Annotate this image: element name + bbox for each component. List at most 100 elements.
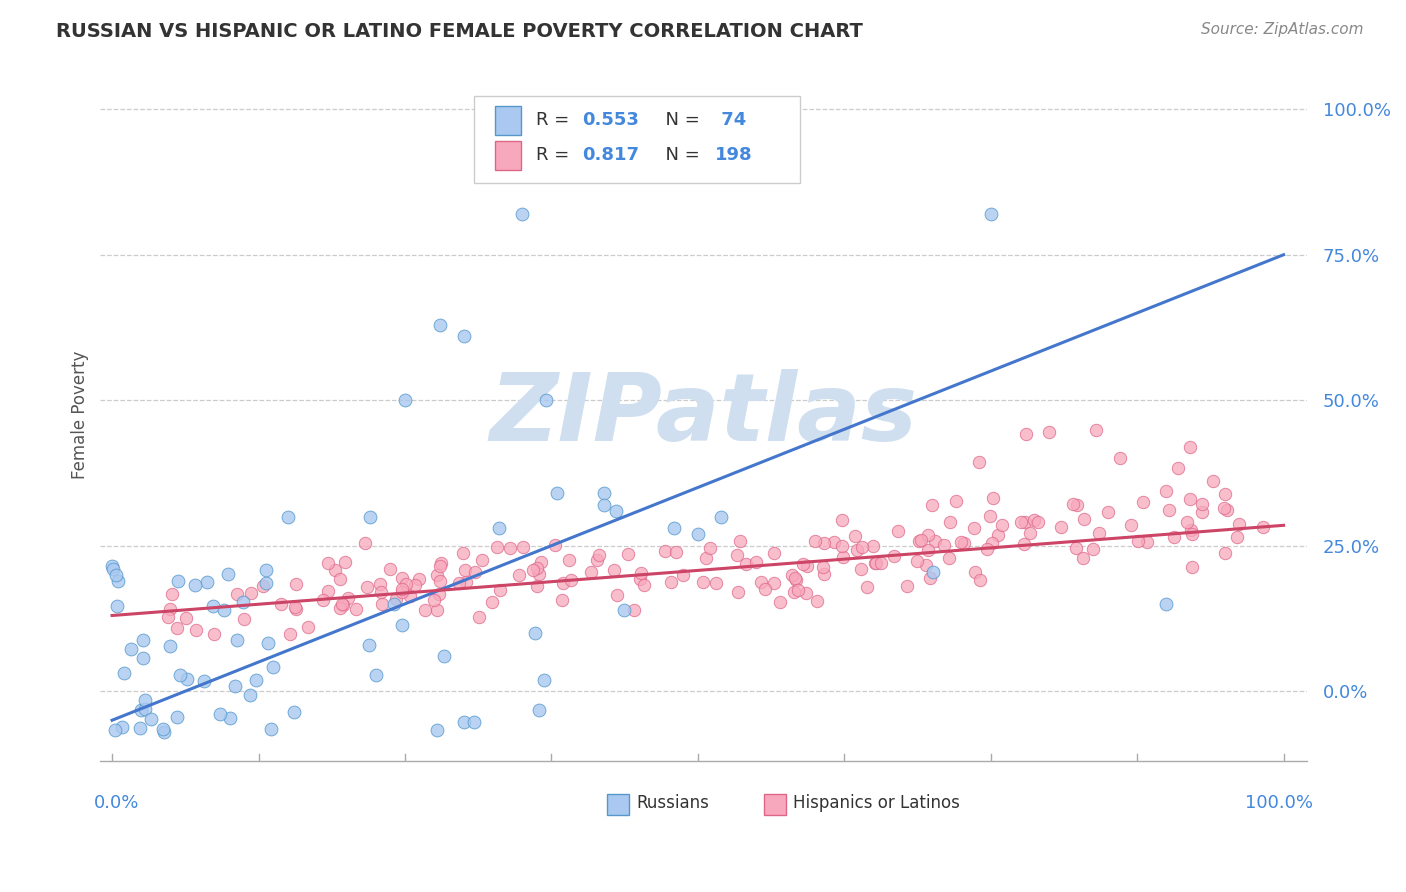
- Point: [1050, 520, 1073, 534]
- Point: [134, 702, 156, 716]
- Point: [120, 642, 142, 657]
- Point: [921, 565, 943, 579]
- Point: [329, 600, 352, 615]
- Point: [1181, 560, 1204, 574]
- Point: [1022, 513, 1045, 527]
- Point: [534, 393, 557, 408]
- Point: [111, 720, 134, 734]
- Point: [1132, 495, 1154, 509]
- Point: [204, 627, 226, 641]
- Point: [768, 595, 790, 609]
- Point: [967, 455, 990, 469]
- Point: [262, 660, 284, 674]
- Point: [218, 710, 240, 724]
- Point: [391, 571, 413, 585]
- Point: [1226, 530, 1249, 544]
- Point: [368, 576, 391, 591]
- Text: 0.0%: 0.0%: [94, 794, 139, 812]
- Text: N =: N =: [654, 146, 706, 164]
- Point: [332, 598, 354, 612]
- FancyBboxPatch shape: [474, 96, 800, 183]
- Point: [160, 587, 183, 601]
- Point: [856, 580, 879, 594]
- Point: [104, 568, 127, 582]
- Point: [617, 547, 640, 561]
- Point: [384, 591, 406, 606]
- Point: [184, 577, 207, 591]
- Point: [357, 638, 380, 652]
- Point: [754, 582, 776, 596]
- Point: [426, 567, 449, 582]
- Point: [560, 573, 582, 587]
- Point: [105, 599, 128, 613]
- Point: [813, 536, 835, 550]
- Point: [980, 207, 1002, 221]
- Point: [522, 563, 544, 577]
- Point: [551, 592, 574, 607]
- Text: RUSSIAN VS HISPANIC OR LATINO FEMALE POVERTY CORRELATION CHART: RUSSIAN VS HISPANIC OR LATINO FEMALE POV…: [56, 22, 863, 41]
- Point: [665, 545, 688, 559]
- Point: [862, 540, 884, 554]
- Point: [1026, 515, 1049, 529]
- Point: [433, 648, 456, 663]
- Point: [976, 542, 998, 557]
- Text: Russians: Russians: [636, 794, 709, 812]
- Point: [104, 723, 127, 738]
- Point: [128, 721, 150, 735]
- Point: [831, 539, 853, 553]
- Point: [664, 521, 686, 535]
- Point: [232, 595, 254, 609]
- Point: [628, 572, 651, 586]
- Point: [453, 329, 475, 343]
- Point: [544, 538, 567, 552]
- Point: [803, 534, 825, 549]
- Point: [527, 702, 550, 716]
- Text: N =: N =: [654, 112, 706, 129]
- Point: [526, 579, 548, 593]
- Point: [353, 536, 375, 550]
- Point: [710, 509, 733, 524]
- Point: [1088, 526, 1111, 541]
- Point: [1202, 474, 1225, 488]
- Point: [1156, 597, 1178, 611]
- FancyBboxPatch shape: [607, 794, 628, 815]
- Point: [831, 549, 853, 564]
- Point: [905, 554, 928, 568]
- Point: [963, 521, 986, 535]
- Point: [553, 576, 575, 591]
- Text: 74: 74: [714, 112, 745, 129]
- Point: [159, 640, 181, 654]
- Point: [1178, 440, 1201, 454]
- Point: [395, 576, 418, 591]
- Point: [1136, 535, 1159, 549]
- Point: [463, 714, 485, 729]
- Point: [654, 544, 676, 558]
- Point: [661, 575, 683, 590]
- Point: [588, 548, 610, 562]
- Point: [201, 599, 224, 614]
- Point: [730, 533, 752, 548]
- FancyBboxPatch shape: [495, 106, 522, 135]
- Point: [783, 571, 806, 585]
- Point: [166, 710, 188, 724]
- Point: [408, 572, 430, 586]
- Point: [1251, 520, 1274, 534]
- Point: [217, 566, 239, 581]
- FancyBboxPatch shape: [763, 794, 786, 815]
- Text: R =: R =: [536, 112, 575, 129]
- Point: [910, 533, 932, 547]
- Point: [782, 568, 804, 582]
- Point: [1038, 425, 1060, 439]
- Point: [1227, 516, 1250, 531]
- Point: [530, 556, 553, 570]
- Point: [745, 556, 768, 570]
- Point: [252, 579, 274, 593]
- Point: [917, 542, 939, 557]
- Point: [193, 673, 215, 688]
- Point: [512, 540, 534, 554]
- Point: [451, 546, 474, 560]
- Point: [969, 573, 991, 587]
- Point: [908, 533, 931, 548]
- Point: [896, 578, 918, 592]
- Point: [1097, 505, 1119, 519]
